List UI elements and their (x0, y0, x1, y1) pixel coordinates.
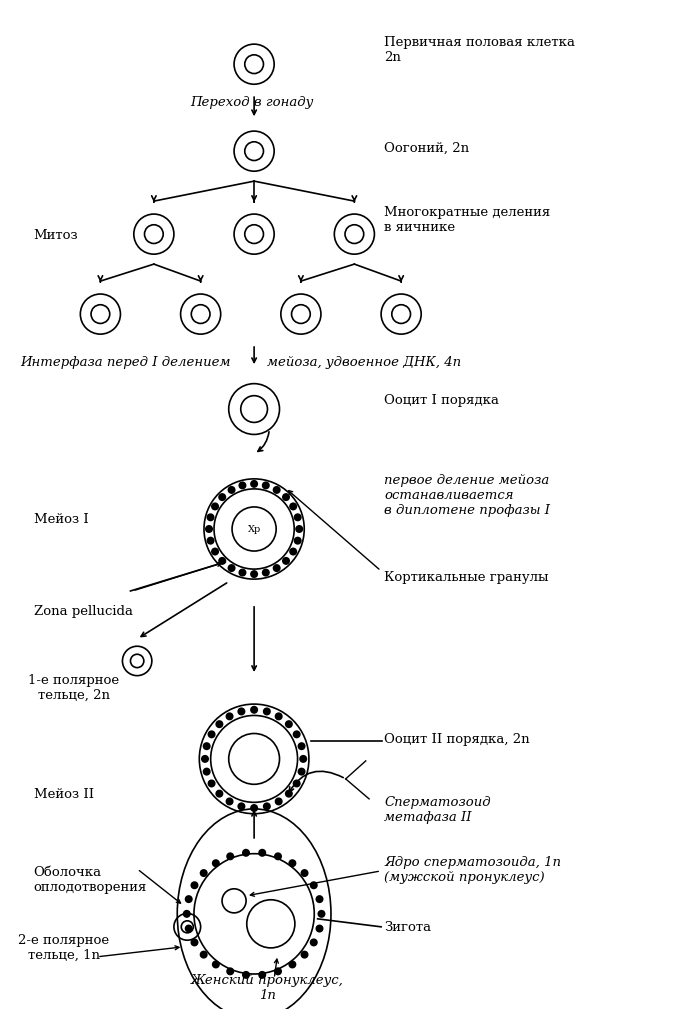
Circle shape (289, 548, 297, 556)
Circle shape (228, 565, 235, 573)
Circle shape (258, 849, 266, 857)
Circle shape (289, 503, 297, 511)
Text: Женский пронуклеус,
1n: Женский пронуклеус, 1n (191, 973, 344, 1001)
Text: Кортикальные гранулы: Кортикальные гранулы (385, 571, 549, 584)
Circle shape (262, 569, 270, 577)
Circle shape (200, 951, 208, 959)
Circle shape (263, 803, 271, 810)
Circle shape (275, 798, 282, 806)
Circle shape (258, 971, 266, 979)
Circle shape (293, 780, 301, 788)
Text: Zona pellucida: Zona pellucida (33, 605, 132, 618)
Circle shape (207, 780, 216, 788)
Text: Первичная половая клетка
2n: Первичная половая клетка 2n (385, 36, 576, 64)
Circle shape (295, 526, 303, 534)
Text: Ядро сперматозоида, 1n
(мужской пронуклеус): Ядро сперматозоида, 1n (мужской пронукле… (385, 855, 561, 883)
Circle shape (285, 790, 293, 798)
Circle shape (237, 708, 246, 715)
Circle shape (288, 859, 297, 867)
Circle shape (301, 869, 308, 877)
Circle shape (317, 910, 325, 918)
Circle shape (203, 743, 211, 750)
Circle shape (285, 720, 293, 729)
Circle shape (316, 924, 323, 932)
Circle shape (282, 493, 290, 501)
Circle shape (293, 731, 301, 739)
Circle shape (299, 755, 308, 763)
Circle shape (228, 486, 235, 494)
Text: Ооцит I порядка: Ооцит I порядка (385, 393, 499, 407)
Circle shape (273, 565, 281, 573)
Text: первое деление мейоза
останавливается
в диплотене профазы I: первое деление мейоза останавливается в … (385, 473, 550, 516)
Circle shape (301, 951, 308, 959)
Text: Мейоз II: Мейоз II (33, 788, 93, 801)
Circle shape (190, 881, 198, 890)
Circle shape (242, 971, 250, 979)
Circle shape (207, 537, 215, 545)
Circle shape (218, 493, 226, 501)
Circle shape (226, 853, 234, 860)
Circle shape (216, 720, 224, 729)
Text: Ооцит II порядка, 2n: Ооцит II порядка, 2n (385, 733, 530, 746)
Circle shape (190, 938, 198, 947)
Circle shape (216, 790, 224, 798)
Circle shape (288, 961, 297, 968)
Circle shape (297, 768, 306, 775)
Circle shape (211, 503, 219, 511)
Circle shape (200, 869, 208, 877)
Circle shape (310, 938, 318, 947)
Circle shape (185, 924, 193, 932)
Circle shape (294, 537, 301, 545)
Text: Сперматозоид
метафаза II: Сперматозоид метафаза II (385, 795, 491, 823)
Circle shape (294, 514, 301, 522)
Text: Оболочка
оплодотворения: Оболочка оплодотворения (33, 865, 147, 893)
Circle shape (183, 910, 191, 918)
Circle shape (263, 708, 271, 715)
Circle shape (185, 896, 193, 903)
Circle shape (275, 712, 282, 720)
Circle shape (226, 798, 233, 806)
Text: Многократные деления
в яичнике: Многократные деления в яичнике (385, 206, 550, 234)
Text: Переход в гонаду: Переход в гонаду (190, 96, 314, 109)
Circle shape (316, 896, 323, 903)
Circle shape (207, 731, 216, 739)
Circle shape (250, 571, 258, 579)
Circle shape (274, 967, 282, 975)
Circle shape (239, 569, 246, 577)
Circle shape (226, 967, 234, 975)
Circle shape (212, 961, 220, 968)
Text: Митоз: Митоз (33, 228, 78, 242)
Circle shape (250, 480, 258, 488)
Text: 2-е полярное
тельце, 1n: 2-е полярное тельце, 1n (18, 933, 109, 961)
Circle shape (250, 804, 258, 812)
Circle shape (273, 486, 281, 494)
Text: 1-е полярное
тельце, 2n: 1-е полярное тельце, 2n (28, 674, 119, 701)
Circle shape (201, 755, 209, 763)
Circle shape (297, 743, 306, 750)
Text: Зигота: Зигота (385, 920, 432, 933)
Circle shape (242, 849, 250, 857)
Circle shape (211, 548, 219, 556)
Circle shape (310, 881, 318, 890)
Circle shape (250, 706, 258, 714)
Circle shape (203, 768, 211, 775)
Circle shape (237, 803, 246, 810)
Text: мейоза, удвоенное ДНК, 4n: мейоза, удвоенное ДНК, 4n (267, 356, 462, 368)
Circle shape (282, 557, 290, 566)
Circle shape (218, 557, 226, 566)
Text: Мейоз I: Мейоз I (33, 513, 88, 526)
Circle shape (226, 712, 233, 720)
Text: Хр: Хр (248, 525, 261, 534)
Circle shape (262, 482, 270, 490)
Circle shape (239, 482, 246, 490)
Circle shape (205, 526, 213, 534)
Text: Интерфаза перед I делением: Интерфаза перед I делением (20, 356, 231, 368)
Circle shape (207, 514, 215, 522)
Text: Оогоний, 2n: Оогоний, 2n (385, 142, 470, 155)
Circle shape (274, 853, 282, 860)
Circle shape (212, 859, 220, 867)
